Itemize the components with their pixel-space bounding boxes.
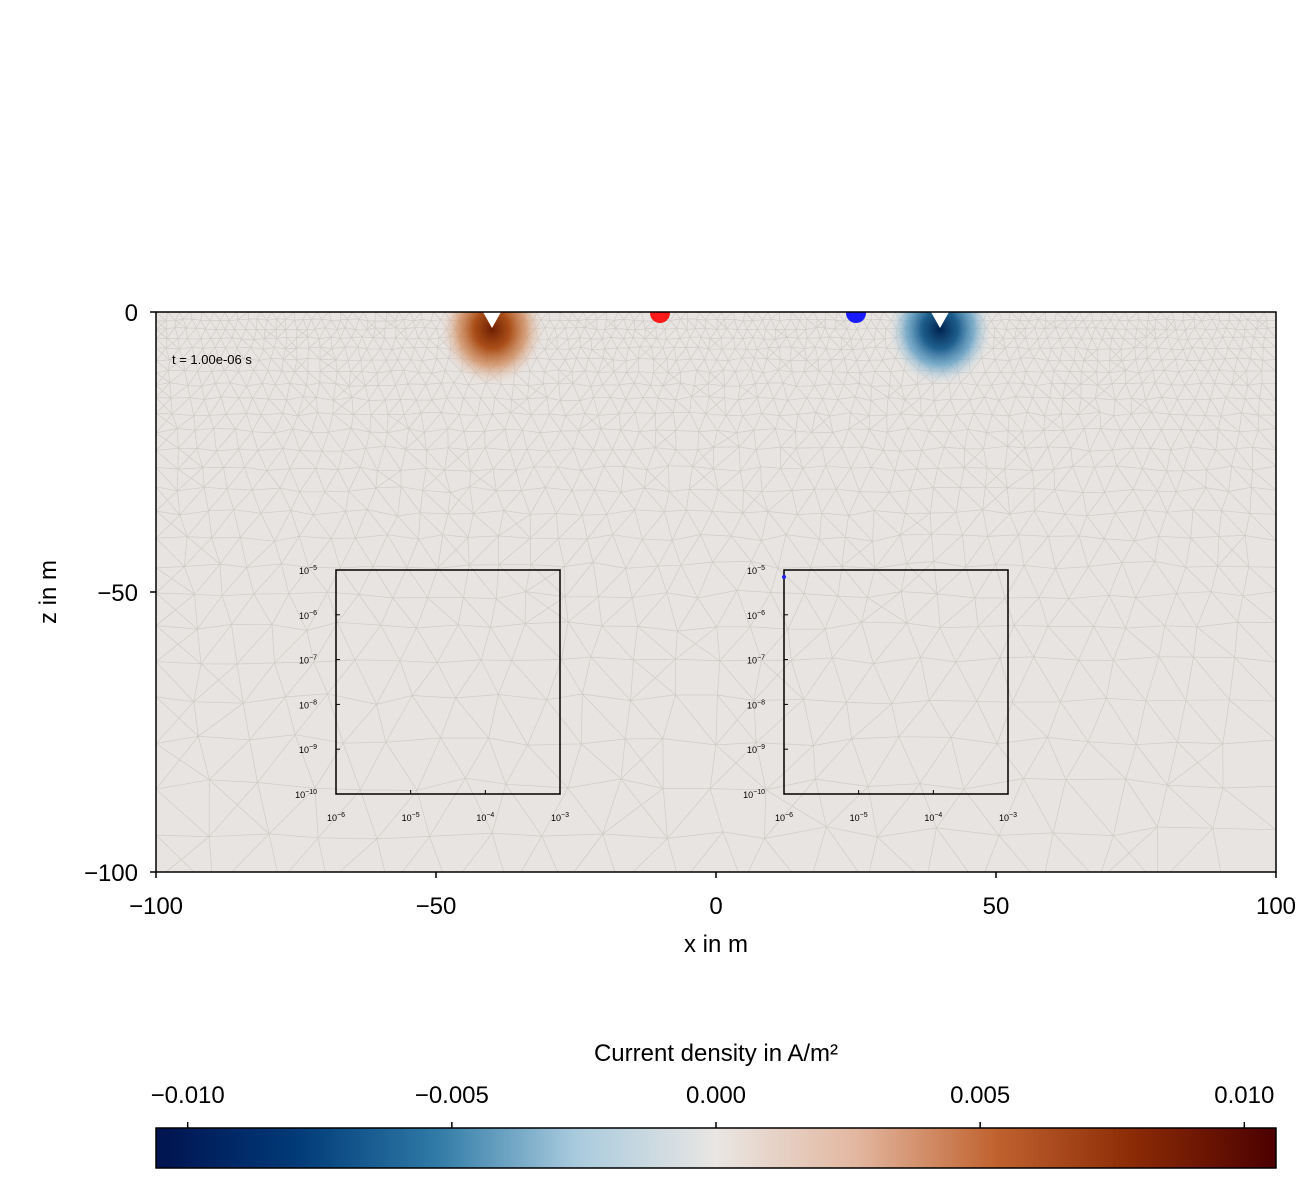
colorbar-tick-label: 0.005: [950, 1082, 1010, 1109]
inset-x-tick-label: 10−6: [775, 812, 793, 823]
x-tick-label: 50: [983, 893, 1010, 920]
colorbar-gradient: [155, 1127, 1277, 1169]
colorbar: Current density in A/m² −0.010 −0.005 0.00…: [151, 1040, 1277, 1169]
inset-y-tick-label: 10−8: [299, 699, 317, 710]
surface-marker: [931, 312, 949, 328]
x-tick-label: −50: [416, 893, 457, 920]
electrode: [650, 312, 670, 323]
main-plot: −100 −50 0 50 100 0 −50 −100 t = 1.00e-06 s x i…: [35, 300, 1296, 958]
field-source: [888, 312, 992, 386]
colorbar-tick-label: −0.010: [151, 1082, 225, 1109]
y-tick-label: −100: [84, 860, 138, 887]
inset-y-tick-label: 10−9: [747, 744, 765, 755]
inset-y-tick-label: 10−10: [295, 789, 317, 800]
inset-x-tick-label: 10−5: [402, 812, 420, 823]
colorbar-tick-label: −0.005: [415, 1082, 489, 1109]
colorbar-tick-label: 0.000: [686, 1082, 746, 1109]
inset-plot: 10−6 10−5 10−4 10−3 10−5 10−6 10−7 10−8 10−9 10−1…: [743, 565, 1017, 823]
inset-y-tick-label: 10−6: [747, 610, 765, 621]
inset-y-tick-label: 10−9: [299, 744, 317, 755]
x-tick-label: 0: [709, 893, 722, 920]
colorbar-tick-label: 0.010: [1214, 1082, 1274, 1109]
x-tick-label: 100: [1256, 893, 1296, 920]
inset-plot: 10−6 10−5 10−4 10−3 10−5 10−6 10−7 10−8 10−9 10−1…: [295, 565, 569, 823]
inset-x-tick-label: 10−3: [999, 812, 1017, 823]
inset-frame: [783, 569, 1009, 795]
field-source: [440, 312, 544, 386]
inset-y-tick-label: 10−10: [743, 789, 765, 800]
inset-x-tick-label: 10−6: [327, 812, 345, 823]
inset-x-tick-label: 10−5: [850, 812, 868, 823]
inset-y-tick-label: 10−7: [299, 655, 317, 666]
inset-x-tick-label: 10−4: [476, 812, 494, 823]
field-sources: [440, 312, 992, 386]
inset-x-tick-label: 10−4: [924, 812, 942, 823]
y-tick-label: 0: [125, 300, 138, 327]
x-tick-label: −100: [129, 893, 183, 920]
colorbar-label: Current density in A/m²: [594, 1040, 838, 1067]
colorbar-ticks: −0.010 −0.005 0.000 0.005 0.010: [151, 1082, 1274, 1128]
inset-x-tick-label: 10−3: [551, 812, 569, 823]
main-axis-ticks: −100 −50 0 50 100 0 −50 −100: [84, 300, 1296, 920]
x-axis-label: x in m: [684, 931, 748, 958]
surface-markers: [483, 312, 949, 328]
y-tick-label: −50: [97, 580, 138, 607]
inset-y-tick-label: 10−5: [747, 565, 765, 576]
inset-data-point: [782, 574, 786, 579]
y-axis-label: z in m: [35, 560, 62, 624]
time-annotation: t = 1.00e-06 s: [172, 352, 252, 367]
electrode: [846, 312, 866, 323]
inset-y-tick-label: 10−5: [299, 565, 317, 576]
inset-y-tick-label: 10−8: [747, 699, 765, 710]
surface-marker: [483, 312, 501, 328]
inset-plots: 10−6 10−5 10−4 10−3 10−5 10−6 10−7 10−8 10−9 10−1…: [295, 565, 1017, 823]
inset-y-tick-label: 10−7: [747, 655, 765, 666]
inset-frame: [335, 569, 561, 795]
inset-y-tick-label: 10−6: [299, 610, 317, 621]
